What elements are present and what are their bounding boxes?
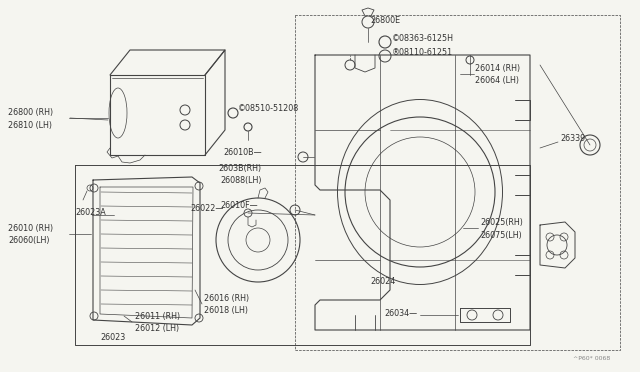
Text: 26018 (LH): 26018 (LH): [204, 305, 248, 314]
Text: 26010B—: 26010B—: [223, 148, 262, 157]
Text: 26012 (LH): 26012 (LH): [135, 324, 179, 333]
Text: ©08363-6125H: ©08363-6125H: [392, 33, 454, 42]
Text: 26064 (LH): 26064 (LH): [475, 76, 519, 84]
Text: 26034—: 26034—: [385, 310, 418, 318]
Text: 26075(LH): 26075(LH): [480, 231, 522, 240]
Text: 26339: 26339: [560, 134, 585, 142]
Text: 26022—: 26022—: [191, 203, 224, 212]
Text: 26800 (RH): 26800 (RH): [8, 108, 53, 116]
Text: 26010F—: 26010F—: [220, 201, 258, 209]
Text: 26016 (RH): 26016 (RH): [204, 294, 249, 302]
Text: ^P60* 0068: ^P60* 0068: [573, 356, 610, 360]
Text: 26025(RH): 26025(RH): [480, 218, 523, 227]
Text: 26024: 26024: [370, 278, 396, 286]
Text: ®08110-61251: ®08110-61251: [392, 48, 453, 57]
Text: 26060(LH): 26060(LH): [8, 235, 49, 244]
Text: 2603B(RH): 2603B(RH): [219, 164, 262, 173]
Text: 26810 (LH): 26810 (LH): [8, 121, 52, 129]
Text: 26088(LH): 26088(LH): [221, 176, 262, 185]
Text: 26014 (RH): 26014 (RH): [475, 64, 520, 73]
Text: 26011 (RH): 26011 (RH): [135, 311, 180, 321]
Text: 26010 (RH): 26010 (RH): [8, 224, 53, 232]
Text: 26023: 26023: [100, 334, 125, 343]
Text: 26023A: 26023A: [75, 208, 106, 217]
Text: 26800E: 26800E: [370, 16, 400, 25]
Text: ©08510-51208: ©08510-51208: [238, 103, 300, 112]
